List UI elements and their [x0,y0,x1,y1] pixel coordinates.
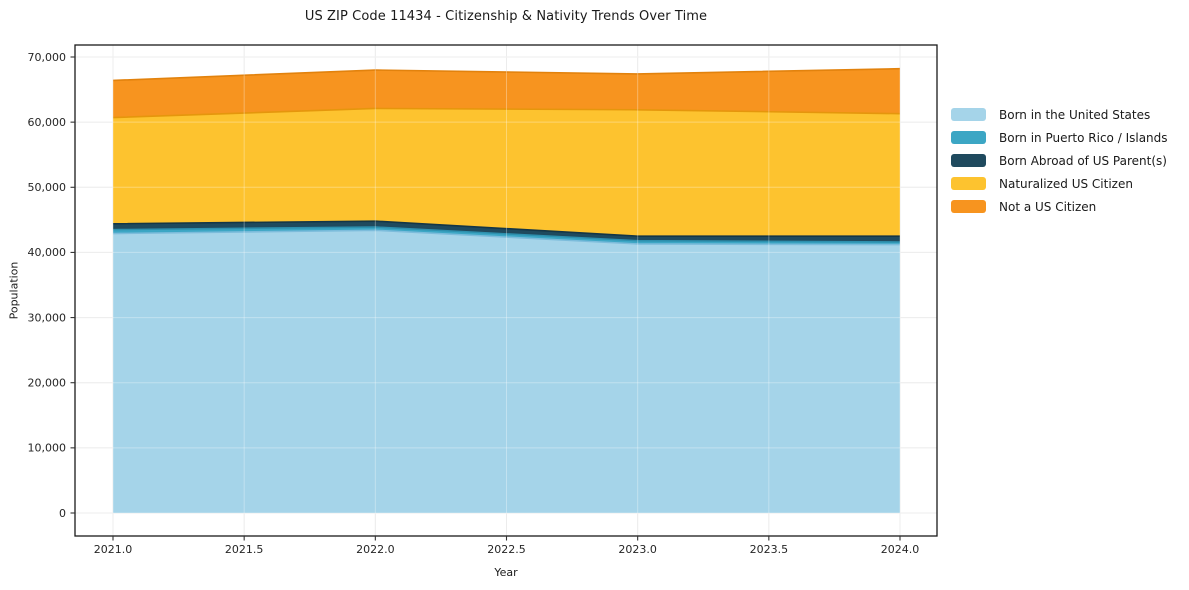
legend: Born in the United States Born in Puerto … [951,103,1168,218]
series-top-edges [112,67,901,246]
x-axis-label: Year [494,566,518,579]
y-tick-label: 20,000 [28,377,67,390]
x-tick-label: 2022.0 [356,543,395,556]
legend-swatch [951,154,986,167]
x-tick-label: 2022.5 [487,543,526,556]
legend-item: Born in Puerto Rico / Islands [951,126,1168,149]
y-tick-label: 50,000 [28,181,67,194]
y-tick-label: 30,000 [28,311,67,324]
legend-swatch [951,108,986,121]
area-series-0-top-edge [112,229,901,246]
area-series-3 [113,108,900,237]
x-tick-label: 2021.0 [94,543,133,556]
legend-label: Naturalized US Citizen [999,176,1133,191]
y-tick-label: 40,000 [28,246,67,259]
y-tick-label: 10,000 [28,442,67,455]
y-tick-label: 60,000 [28,116,67,129]
y-axis-label: Population [7,261,21,320]
x-tick-label: 2021.5 [225,543,264,556]
legend-item: Naturalized US Citizen [951,172,1168,195]
grid-lines-overlay [75,45,937,536]
y-tick-label: 70,000 [28,51,67,64]
axis-tick-marks [70,56,901,541]
legend-label: Born in Puerto Rico / Islands [999,130,1168,145]
legend-label: Born in the United States [999,107,1151,122]
legend-swatch [951,200,986,213]
legend-label: Born Abroad of US Parent(s) [999,153,1167,168]
area-series-3-top-edge [112,107,901,119]
area-series-2-top-edge [112,220,900,237]
area-series-4 [113,68,900,118]
legend-item: Born Abroad of US Parent(s) [951,149,1168,172]
area-series-0 [113,230,900,513]
x-tick-label: 2023.0 [618,543,657,556]
legend-swatch [951,177,986,190]
x-tick-label: 2023.5 [750,543,789,556]
x-tick-label: 2024.0 [881,543,920,556]
stacked-areas [113,68,900,513]
legend-label: Not a US Citizen [999,199,1097,214]
y-tick-label: 0 [59,507,66,520]
legend-item: Not a US Citizen [951,195,1168,218]
legend-swatch [951,131,986,144]
y-tick-labels: 0 10,000 20,000 30,000 40,000 50,000 60,000 70,… [28,51,67,520]
x-tick-labels: 2021.0 2021.5 2022.0 2022.5 2023.0 2023.5 2024… [94,543,920,556]
chart-title: US ZIP Code 11434 - Citizenship & Nativi… [304,9,708,24]
area-series-1-top-edge [112,226,901,243]
area-series-1 [113,227,900,245]
legend-item: Born in the United States [951,103,1168,126]
area-series-4-top-edge [112,67,901,82]
